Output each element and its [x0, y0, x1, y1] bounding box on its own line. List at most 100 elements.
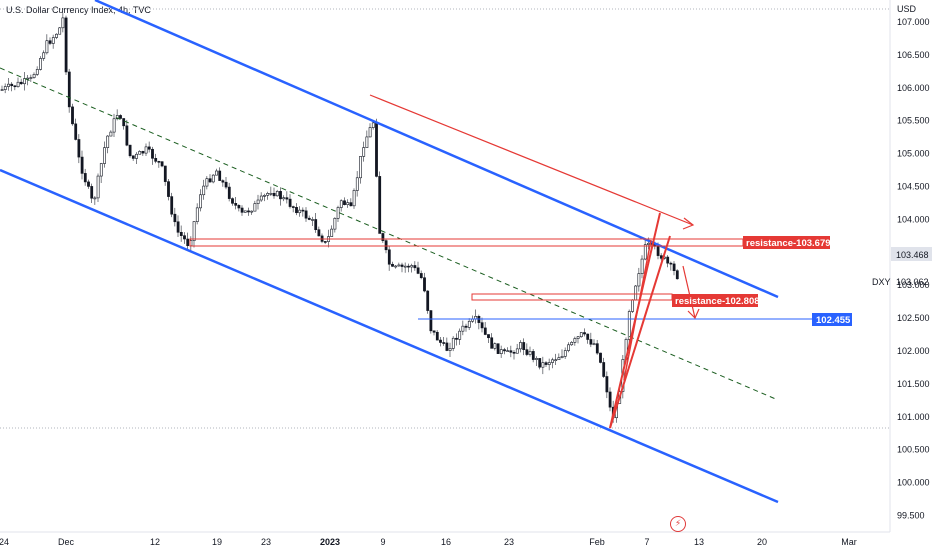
- candle-body: [266, 193, 270, 196]
- y-tick-label: 105.500: [897, 116, 930, 126]
- candle-body: [147, 146, 151, 150]
- candle-body: [119, 115, 122, 119]
- candle-body: [445, 342, 449, 351]
- candle-body: [176, 221, 180, 233]
- candle-body: [179, 231, 183, 236]
- y-tick-label: 105.000: [897, 149, 930, 159]
- candle-body: [522, 342, 526, 350]
- candle-body: [202, 185, 206, 196]
- candle-body: [29, 77, 33, 79]
- wedge-line-2[interactable]: [609, 235, 671, 429]
- x-tick-label: 7: [644, 537, 649, 547]
- channel-mid-line[interactable]: [0, 67, 779, 401]
- candle-body: [579, 332, 583, 338]
- candle-body: [365, 136, 369, 148]
- candle-body: [375, 122, 378, 177]
- candle-body: [154, 158, 158, 162]
- candle-body: [125, 125, 129, 146]
- candle-body: [304, 210, 308, 219]
- y-tick-label: 101.500: [897, 379, 930, 389]
- candle-body: [103, 147, 106, 164]
- candle-body: [35, 69, 39, 75]
- candle-body: [528, 351, 532, 355]
- candle-body: [195, 207, 199, 222]
- candle-body: [397, 264, 401, 267]
- candle-body: [298, 209, 302, 214]
- candle-body: [208, 178, 212, 183]
- candle-body: [291, 206, 295, 208]
- candle-body: [557, 357, 561, 361]
- chart-title: U.S. Dollar Currency Index, 4h, TVC: [6, 5, 151, 15]
- time-axis[interactable]: 24 Dec 12 19 23 2023 9 16 23 Feb 7 13 20 Mar: [0, 537, 857, 547]
- resistance-102808-zone[interactable]: [471, 293, 673, 301]
- y-tick-label: 103.000: [897, 280, 930, 290]
- y-tick-label: 106.500: [897, 50, 930, 60]
- candle-body: [39, 58, 42, 70]
- candle-body: [32, 74, 36, 78]
- candle-body: [355, 177, 359, 191]
- lightning-icon[interactable]: ⚡: [670, 516, 686, 532]
- candle-body: [323, 241, 327, 243]
- candle-body: [295, 207, 298, 214]
- projection-arrow[interactable]: [682, 265, 696, 319]
- candle-body: [279, 191, 282, 200]
- candle-body: [240, 207, 244, 213]
- candle-body: [627, 311, 631, 340]
- candle-body: [45, 40, 49, 54]
- svg-text:103.468: 103.468: [896, 250, 929, 260]
- candle-body: [480, 322, 484, 329]
- candle-body: [192, 221, 196, 241]
- candle-body: [173, 213, 177, 223]
- candle-body: [640, 258, 644, 274]
- candle-body: [106, 135, 110, 148]
- candle-body: [259, 195, 263, 201]
- candle-body: [487, 334, 490, 339]
- candle-body: [515, 348, 519, 354]
- candle-body: [672, 263, 676, 271]
- channel-lower-line[interactable]: [0, 168, 779, 504]
- downtrend-arrow[interactable]: [369, 94, 694, 226]
- candle-body: [135, 153, 138, 159]
- channel-upper-line[interactable]: [94, 0, 779, 299]
- candle-body: [224, 181, 228, 188]
- wedge-line-3[interactable]: [623, 239, 652, 381]
- candle-body: [275, 191, 279, 197]
- candle-body: [109, 131, 113, 137]
- candle-body: [285, 197, 289, 200]
- y-tick-label: 102.000: [897, 346, 930, 356]
- candle-body: [554, 359, 558, 362]
- candle-body: [23, 78, 26, 85]
- candle-body: [58, 27, 62, 35]
- candle-body: [128, 144, 132, 157]
- x-tick-label: Feb: [589, 537, 605, 547]
- candle-body: [669, 262, 673, 265]
- candle-body: [215, 170, 218, 176]
- candle-body: [336, 207, 340, 219]
- candle-body: [499, 349, 503, 354]
- candle-body: [410, 265, 414, 268]
- candle-body: [141, 151, 145, 154]
- candle-body: [362, 147, 366, 157]
- y-tick-label: 100.000: [897, 478, 930, 488]
- candle-body: [595, 343, 599, 354]
- candle-body: [455, 337, 458, 340]
- candle-body: [167, 181, 170, 197]
- candle-body: [346, 202, 350, 205]
- price-axis[interactable]: 107.000 106.500 106.000 105.500 105.000 104.5…: [897, 17, 930, 521]
- candle-body: [218, 170, 222, 181]
- candle-body: [551, 359, 554, 363]
- candle-body: [563, 350, 567, 357]
- candle-body: [538, 358, 542, 368]
- candle-body: [451, 337, 455, 349]
- candle-body: [77, 139, 81, 158]
- candle-body: [560, 355, 564, 358]
- candle-body: [83, 173, 87, 183]
- candle-body: [544, 362, 548, 365]
- candle-body: [131, 155, 135, 159]
- candle-body: [339, 200, 343, 208]
- x-tick-label: 13: [694, 537, 704, 547]
- candle-body: [10, 83, 14, 87]
- candle-body: [87, 181, 90, 187]
- candle-body: [243, 210, 247, 213]
